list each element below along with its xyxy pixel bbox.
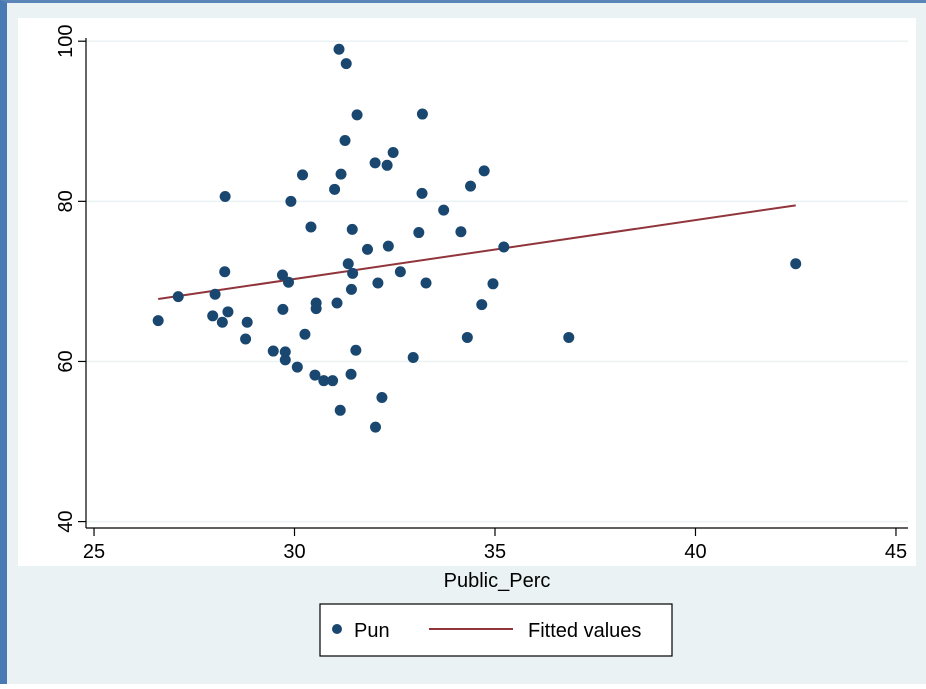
data-point <box>310 303 322 315</box>
data-point <box>372 277 384 289</box>
y-tick-label: 60 <box>55 350 77 372</box>
data-point <box>222 306 234 318</box>
legend-marker-pun <box>332 624 342 634</box>
x-tick-label: 40 <box>684 541 706 563</box>
data-point <box>347 267 359 279</box>
data-point <box>381 159 393 171</box>
data-point <box>382 240 394 252</box>
data-point <box>351 109 363 121</box>
data-point <box>498 241 510 253</box>
data-point <box>297 169 309 181</box>
data-point <box>327 375 339 387</box>
plot-region <box>18 18 916 566</box>
data-point <box>346 223 358 235</box>
data-point <box>394 266 406 278</box>
data-point <box>361 243 373 255</box>
data-point <box>420 277 432 289</box>
data-point <box>334 404 346 416</box>
data-point <box>305 221 317 233</box>
data-point <box>478 165 490 177</box>
fitted-line <box>158 204 796 301</box>
data-point <box>413 227 425 239</box>
axes: 40 60 80 100 25 30 35 40 45 <box>55 25 908 563</box>
data-point <box>329 183 341 195</box>
data-point <box>207 310 219 322</box>
data-point <box>376 391 388 403</box>
data-point <box>277 303 289 315</box>
x-tick-label: 30 <box>283 541 305 563</box>
x-tick-label: 25 <box>83 541 105 563</box>
x-tick-label: 45 <box>885 541 907 563</box>
data-point <box>416 187 428 199</box>
data-point <box>219 191 231 203</box>
y-tick-label: 80 <box>55 190 77 212</box>
data-point <box>370 421 382 433</box>
data-point <box>331 297 343 309</box>
data-point <box>219 266 231 278</box>
data-point <box>285 195 297 207</box>
data-point <box>216 316 228 328</box>
data-point <box>318 375 330 387</box>
data-point <box>416 108 428 120</box>
data-point <box>407 351 419 363</box>
x-tick-label: 35 <box>484 541 506 563</box>
legend: Pun Fitted values <box>319 603 673 657</box>
data-point <box>279 346 291 358</box>
data-point <box>333 43 345 55</box>
data-point <box>279 354 291 366</box>
data-point <box>790 258 802 270</box>
data-point <box>455 226 467 238</box>
data-point <box>345 283 357 295</box>
data-point <box>209 288 221 300</box>
legend-label-pun: Pun <box>354 620 390 642</box>
data-point <box>563 331 575 343</box>
data-point <box>345 368 357 380</box>
data-marks <box>152 43 802 433</box>
data-point <box>465 180 477 192</box>
data-point <box>339 134 351 146</box>
data-point <box>152 315 164 327</box>
data-point <box>487 278 499 290</box>
data-point <box>340 58 352 70</box>
data-point <box>387 146 399 158</box>
data-point <box>476 299 488 311</box>
data-point <box>241 316 253 328</box>
data-point <box>240 333 252 345</box>
data-point <box>267 345 279 357</box>
data-point <box>291 361 303 373</box>
y-tick-label: 40 <box>55 510 77 532</box>
legend-label-fitted-values: Fitted values <box>528 620 641 642</box>
data-point <box>369 157 381 169</box>
data-point <box>335 168 347 180</box>
data-point <box>350 344 362 356</box>
x-axis-title: Public_Perc <box>444 570 551 592</box>
data-point <box>438 204 450 216</box>
data-point <box>282 276 294 288</box>
gridlines <box>86 40 908 523</box>
data-point <box>299 328 311 340</box>
data-point <box>342 258 354 270</box>
data-point <box>172 291 184 303</box>
data-point <box>309 369 321 381</box>
data-point <box>461 331 473 343</box>
data-point <box>276 269 288 281</box>
y-tick-label: 100 <box>55 25 77 58</box>
